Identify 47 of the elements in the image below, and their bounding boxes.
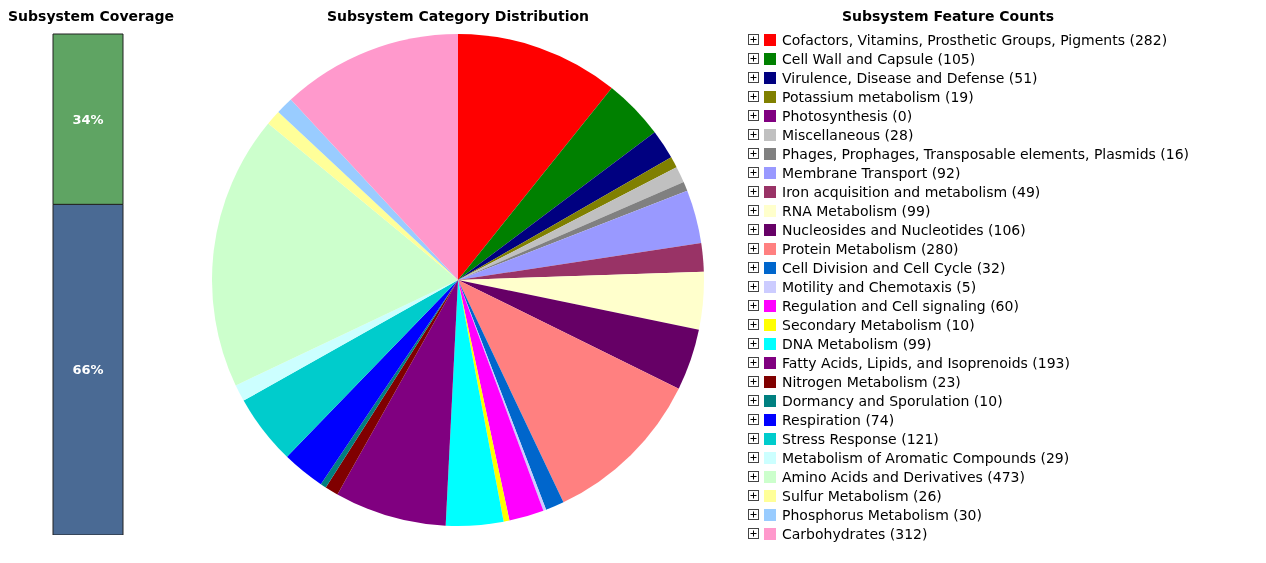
pie-slice xyxy=(458,34,612,280)
legend-label: Photosynthesis (0) xyxy=(782,107,913,124)
data-label: 34% xyxy=(72,111,104,127)
chart-title: Subsystem Category Distribution xyxy=(325,8,591,26)
legend-label: Potassium metabolism (19) xyxy=(782,88,974,105)
legend-title: Subsystem Feature Counts xyxy=(840,8,1056,26)
pie-slice xyxy=(458,280,510,522)
legend-label: Protein Metabolism (280) xyxy=(782,240,959,257)
pie-slice xyxy=(458,280,679,503)
pie-slice xyxy=(458,132,672,280)
data-label: 66% xyxy=(72,362,104,378)
legend-label: Nucleosides and Nucleotides (106) xyxy=(782,221,1026,238)
legend-label: Membrane Transport (92) xyxy=(782,164,961,181)
legend-label: Amino Acids and Derivatives (473) xyxy=(782,468,1025,485)
legend-label: Dormancy and Sporulation (10) xyxy=(782,392,1003,409)
pie-slice xyxy=(458,243,704,280)
legend-label: Miscellaneous (28) xyxy=(782,126,914,143)
legend-label: Nitrogen Metabolism (23) xyxy=(782,373,961,390)
legend-label: Respiration (74) xyxy=(782,411,895,428)
pie-slice xyxy=(458,87,655,280)
pie-slice xyxy=(458,280,699,389)
pie-slice xyxy=(290,34,458,280)
pie-slice xyxy=(458,280,564,510)
legend-label: Cell Division and Cell Cycle (32) xyxy=(782,259,1006,276)
legend-label: Cell Wall and Capsule (105) xyxy=(782,50,976,67)
pie-slice xyxy=(337,280,458,526)
chart-title: Subsystem Coverage xyxy=(8,8,174,26)
legend-label: Sulfur Metabolism (26) xyxy=(782,487,942,504)
legend-label: Metabolism of Aromatic Compounds (29) xyxy=(782,449,1070,466)
legend-label: DNA Metabolism (99) xyxy=(782,335,932,352)
pie-slice xyxy=(458,271,704,330)
legend-label: Stress Response (121) xyxy=(782,430,939,447)
legend-label: Phosphorus Metabolism (30) xyxy=(782,506,982,523)
legend-label: Virulence, Disease and Defense (51) xyxy=(782,69,1038,86)
legend-label: Secondary Metabolism (10) xyxy=(782,316,975,333)
legend-label: Cofactors, Vitamins, Prosthetic Groups, Pigments (282) xyxy=(782,31,1168,48)
legend-label: RNA Metabolism (99) xyxy=(782,202,931,219)
pie-slice xyxy=(445,280,504,526)
pie-slice xyxy=(212,123,458,386)
legend-label: Fatty Acids, Lipids, and Isoprenoids (193) xyxy=(782,354,1070,371)
legend-label: Phages, Prophages, Transposable elements, Plasmids (16) xyxy=(782,145,1190,162)
pie-slice xyxy=(243,280,458,457)
legend-label: Carbohydrates (312) xyxy=(782,525,928,542)
legend-label: Regulation and Cell signaling (60) xyxy=(782,297,1019,314)
legend-label: Iron acquisition and metabolism (49) xyxy=(782,183,1041,200)
pie-slice xyxy=(286,280,458,485)
legend-label: Motility and Chemotaxis (5) xyxy=(782,278,977,295)
